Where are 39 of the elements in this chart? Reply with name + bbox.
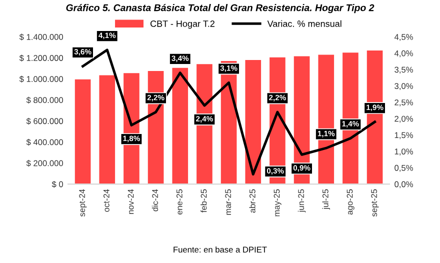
- x-tick-label: ago-25: [346, 189, 354, 215]
- source-note: Fuente: en base a DPIET: [174, 246, 267, 253]
- bar: [74, 79, 91, 184]
- y2-tick-label: 0,5%: [394, 164, 413, 172]
- x-tick-label: dic-24: [152, 189, 158, 212]
- x-tick-label: abr-25: [249, 189, 256, 213]
- y-tick-label: $ 800.000: [26, 96, 64, 104]
- y2-tick-label: 2,5%: [394, 99, 413, 106]
- y-tick-label: $ 600.000: [26, 118, 64, 125]
- x-tick-label: sept-24: [79, 189, 87, 217]
- y-tick-label: $ 400.000: [26, 138, 64, 146]
- y-tick-label: $ 1.000.000: [19, 76, 64, 82]
- x-tick-label: nov-24: [128, 189, 134, 214]
- bar: [99, 75, 116, 184]
- y2-tick-label: 0,0%: [394, 181, 413, 188]
- x-tick-label: feb-25: [200, 189, 207, 212]
- x-tick-label: may-25: [274, 189, 282, 216]
- bar: [172, 68, 188, 184]
- y-tick-label: $ 1.200.000: [19, 54, 64, 62]
- y-tick-label: $ 1.400.000: [19, 34, 64, 40]
- chart-title: Gráfico 5. Canasta Básica Total del Gran Resistencia. Hogar Tipo 2: [66, 4, 374, 14]
- legend-label: CBT - Hogar T.2: [150, 20, 214, 29]
- y-tick-label: $ 200.000: [26, 160, 64, 167]
- x-tick-label: ene-25: [176, 189, 182, 215]
- y2-tick-label: 4,0%: [394, 50, 413, 58]
- y2-tick-label: 3,5%: [394, 66, 413, 74]
- y2-tick-label: 3,0%: [394, 83, 413, 90]
- x-tick-label: sept-25: [371, 189, 379, 217]
- x-tick-label: oct-24: [103, 189, 110, 212]
- x-tick-label: mar-25: [225, 189, 232, 215]
- y-tick-label: $ 0: [52, 180, 64, 188]
- y2-tick-label: 1,5%: [394, 132, 413, 140]
- legend-label: Variac. % mensual: [267, 20, 342, 27]
- y2-tick-label: 1,0%: [394, 148, 413, 156]
- y2-tick-label: 4,5%: [394, 34, 413, 41]
- y2-tick-label: 2,0%: [394, 116, 413, 123]
- x-tick-label: jun-25: [298, 189, 306, 212]
- bar: [245, 60, 262, 184]
- x-tick-label: jul-25: [322, 189, 330, 210]
